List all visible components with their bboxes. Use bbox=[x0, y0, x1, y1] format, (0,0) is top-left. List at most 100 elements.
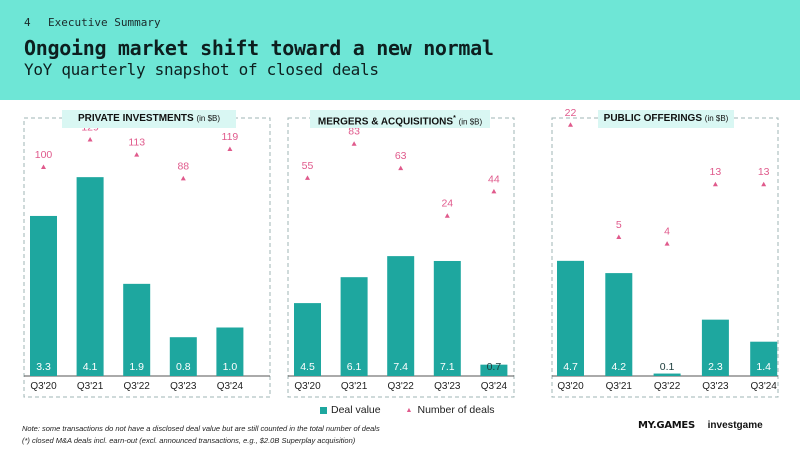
deal-count-label: 13 bbox=[710, 166, 722, 178]
bar-value-label: 4.7 bbox=[563, 361, 578, 373]
legend-deal-value: Deal value bbox=[331, 404, 381, 416]
mygames-logo: MY.GAMES bbox=[638, 420, 695, 431]
tick-label: Q3'22 bbox=[654, 381, 681, 392]
charts-canvas: 3.3Q3'201004.1Q3'211291.9Q3'221130.8Q3'2… bbox=[23, 107, 779, 398]
bar-value-label: 0.7 bbox=[487, 361, 502, 373]
panel-title-text: PUBLIC OFFERINGS bbox=[603, 113, 702, 124]
tick-label: Q3'23 bbox=[434, 381, 461, 392]
deal-count-label: 24 bbox=[441, 198, 453, 210]
bar-value-label: 4.1 bbox=[83, 361, 98, 373]
bar bbox=[216, 327, 244, 376]
tick-label: Q3'20 bbox=[30, 381, 57, 392]
bar bbox=[123, 283, 151, 376]
panel-unit: (in $B) bbox=[458, 117, 483, 127]
bar bbox=[294, 303, 321, 376]
tick-label: Q3'23 bbox=[702, 381, 729, 392]
deal-count-marker bbox=[398, 165, 404, 171]
tick-label: Q3'22 bbox=[388, 381, 415, 392]
bar-value-label: 0.1 bbox=[660, 361, 675, 373]
legend-bar-swatch bbox=[320, 406, 327, 414]
deal-count-label: 83 bbox=[348, 126, 360, 138]
tick-label: Q3'24 bbox=[217, 381, 244, 392]
bar-value-label: 7.1 bbox=[440, 361, 455, 373]
bar bbox=[169, 337, 197, 376]
panel-title-text: MERGERS & ACQUISITIONS bbox=[317, 116, 454, 128]
page-number: 4 bbox=[24, 16, 31, 29]
tick-label: Q3'20 bbox=[294, 381, 321, 392]
deal-count-marker bbox=[568, 122, 573, 127]
tick-label: Q3'23 bbox=[170, 381, 197, 392]
deal-count-label: 113 bbox=[128, 137, 145, 149]
logos: MY.GAMES investgame bbox=[638, 420, 763, 431]
bar-value-label: 1.0 bbox=[223, 361, 238, 373]
deal-count-marker bbox=[41, 164, 46, 169]
tick-label: Q3'24 bbox=[751, 381, 778, 392]
panel-title-mark: * bbox=[453, 115, 456, 122]
page-subtitle: YoY quarterly snapshot of closed deals bbox=[24, 60, 379, 79]
deal-count-marker bbox=[134, 152, 140, 157]
bar-value-label: 4.5 bbox=[300, 361, 315, 373]
deal-count-marker bbox=[180, 175, 186, 181]
bar bbox=[750, 341, 778, 376]
section-label: Executive Summary bbox=[48, 16, 161, 29]
deal-count-label: 63 bbox=[395, 150, 407, 162]
footnote-2: (*) closed M&A deals incl. earn-out (exc… bbox=[22, 436, 356, 445]
deal-count-marker bbox=[305, 175, 310, 180]
investgame-logo: investgame bbox=[707, 420, 763, 431]
bar-value-label: 6.1 bbox=[347, 361, 362, 373]
deal-count-marker bbox=[87, 136, 93, 142]
bar bbox=[557, 260, 584, 376]
bar bbox=[433, 260, 461, 376]
bar-value-label: 0.8 bbox=[176, 361, 191, 373]
panel-title-private: PRIVATE INVESTMENTS (in $B) bbox=[62, 110, 236, 128]
bar bbox=[605, 273, 633, 376]
deal-count-marker bbox=[761, 181, 767, 187]
bar bbox=[340, 277, 368, 376]
panel-title-ma: MERGERS & ACQUISITIONS* (in $B) bbox=[310, 110, 490, 128]
legend: Deal value ▲ Number of deals bbox=[320, 404, 495, 416]
deal-count-label: 119 bbox=[222, 131, 239, 143]
bar bbox=[653, 373, 681, 376]
legend-triangle-icon: ▲ bbox=[405, 406, 413, 414]
tick-label: Q3'22 bbox=[124, 381, 151, 392]
tick-label: Q3'20 bbox=[557, 381, 584, 392]
tick-label: Q3'21 bbox=[341, 381, 368, 392]
deal-count-label: 100 bbox=[35, 149, 53, 161]
bar-value-label: 7.4 bbox=[393, 361, 408, 373]
page-title: Ongoing market shift toward a new normal bbox=[24, 36, 494, 60]
tick-label: Q3'21 bbox=[77, 381, 104, 392]
bar-value-label: 3.3 bbox=[36, 361, 51, 373]
deal-count-label: 13 bbox=[758, 166, 770, 178]
deal-count-marker bbox=[227, 146, 233, 151]
bar bbox=[76, 177, 104, 376]
deal-count-marker bbox=[712, 181, 718, 187]
panel-unit: (in $B) bbox=[196, 114, 221, 123]
deal-count-marker bbox=[444, 213, 450, 218]
deal-count-marker bbox=[664, 241, 670, 246]
deal-count-marker bbox=[616, 234, 622, 239]
deal-count-label: 44 bbox=[488, 173, 500, 185]
header-banner: 4 Executive Summary Ongoing market shift… bbox=[0, 0, 800, 100]
deal-count-label: 22 bbox=[565, 107, 577, 119]
bar bbox=[387, 256, 415, 376]
tick-label: Q3'21 bbox=[606, 381, 633, 392]
bar bbox=[701, 319, 729, 376]
deal-count-label: 88 bbox=[177, 160, 189, 172]
bar-value-label: 4.2 bbox=[611, 361, 626, 373]
bar-value-label: 1.4 bbox=[756, 361, 771, 373]
panel-title-text: PRIVATE INVESTMENTS bbox=[77, 113, 194, 124]
bar bbox=[480, 364, 508, 376]
footnote-1: Note: some transactions do not have a di… bbox=[22, 424, 380, 433]
bar bbox=[30, 215, 57, 376]
panel-frame bbox=[551, 117, 779, 398]
bar-value-label: 1.9 bbox=[129, 361, 144, 373]
deal-count-label: 5 bbox=[616, 219, 622, 231]
panel-title-public: PUBLIC OFFERINGS (in $B) bbox=[598, 110, 734, 128]
deal-count-label: 4 bbox=[664, 226, 670, 238]
legend-number-of-deals: Number of deals bbox=[417, 404, 495, 416]
bar-value-label: 2.3 bbox=[708, 361, 723, 373]
deal-count-label: 55 bbox=[302, 160, 314, 172]
panel-unit: (in $B) bbox=[704, 114, 729, 123]
deal-count-marker bbox=[491, 188, 497, 194]
tick-label: Q3'24 bbox=[481, 381, 508, 392]
